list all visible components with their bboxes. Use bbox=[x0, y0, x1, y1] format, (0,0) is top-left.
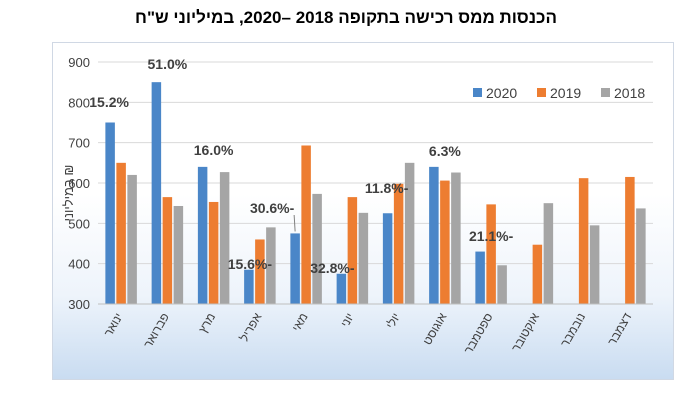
bar-2018 bbox=[589, 225, 600, 304]
y-tick-label: 400 bbox=[68, 257, 90, 272]
bar-2020 bbox=[429, 166, 439, 304]
x-tick-label: דצמבר bbox=[605, 310, 635, 348]
bar-2018 bbox=[451, 172, 461, 304]
y-tick-label: 300 bbox=[68, 297, 90, 312]
x-tick-label: אוקטובר bbox=[509, 310, 542, 354]
x-tick-label: אוגוסט bbox=[420, 310, 450, 347]
y-tick-label: 900 bbox=[68, 55, 90, 70]
annotation-label: 16.0% bbox=[194, 142, 234, 158]
x-tick-label: מאי bbox=[289, 311, 311, 334]
bar-2018 bbox=[266, 227, 276, 304]
y-tick-label: 800 bbox=[68, 95, 90, 110]
bar-2020 bbox=[151, 82, 162, 304]
x-tick-label: פברואר bbox=[141, 311, 172, 351]
x-tick-label: ינואר bbox=[101, 311, 126, 340]
bar-2018 bbox=[543, 203, 554, 304]
bar-2018 bbox=[497, 265, 507, 304]
chart-title: הכנסות ממס רכישה בתקופה 2018 –2020, במיל… bbox=[135, 8, 557, 27]
bar-chart: במיליוני ₪ 300 400 500 600 700 800 900 ינואר פבר… bbox=[61, 55, 653, 356]
bar-2020 bbox=[244, 269, 254, 304]
bar-2019 bbox=[162, 197, 173, 304]
bar-2019 bbox=[347, 197, 358, 304]
annotation-label: 32.8%- bbox=[310, 260, 355, 276]
annotation-label: 11.8%- bbox=[365, 180, 409, 196]
bar-2019 bbox=[486, 204, 496, 304]
bar-2020 bbox=[475, 251, 485, 304]
legend-label: 2018 bbox=[614, 85, 645, 101]
x-tick-label: אפריל bbox=[237, 310, 265, 344]
annotation-label: 51.0% bbox=[148, 56, 188, 72]
bar-2020 bbox=[197, 166, 208, 304]
annotation-label: 30.6%- bbox=[250, 200, 295, 216]
annotation-leader bbox=[293, 214, 296, 232]
bar-2019 bbox=[116, 162, 126, 304]
bar-2020 bbox=[105, 122, 115, 304]
y-tick-label: 700 bbox=[68, 136, 90, 151]
bar-2018 bbox=[219, 172, 230, 304]
legend-swatch-2020 bbox=[473, 88, 482, 97]
bar-2020 bbox=[336, 273, 347, 304]
bar-2018 bbox=[636, 208, 646, 304]
bar-2019 bbox=[578, 178, 589, 304]
annotation-label: 15.2% bbox=[89, 94, 129, 110]
bar-2019 bbox=[301, 145, 311, 304]
annotation-label: 21.1%- bbox=[469, 228, 514, 244]
x-tick-label: מרץ bbox=[196, 311, 218, 336]
bar-2019 bbox=[208, 201, 219, 304]
x-tick-label: ספטמבר bbox=[461, 310, 496, 356]
annotation-label: 15.6%- bbox=[228, 256, 273, 272]
x-tick-label: יולי bbox=[383, 311, 403, 332]
bar-2018 bbox=[173, 205, 184, 304]
bar-2019 bbox=[625, 176, 635, 304]
bar-2018 bbox=[404, 162, 415, 304]
y-tick-label: 500 bbox=[68, 216, 90, 231]
legend-label: 2020 bbox=[486, 85, 517, 101]
bar-2020 bbox=[382, 213, 393, 304]
y-axis-label: במיליוני ₪ bbox=[61, 165, 76, 222]
bar-2020 bbox=[290, 233, 300, 304]
x-tick-label: נובמבר bbox=[558, 311, 589, 350]
bar-2019 bbox=[532, 244, 543, 304]
bar-2018 bbox=[358, 212, 369, 304]
legend-label: 2019 bbox=[550, 85, 581, 101]
x-tick-label: יוני bbox=[338, 311, 357, 330]
y-tick-label: 600 bbox=[68, 176, 90, 191]
bar-2019 bbox=[255, 239, 265, 304]
bar-2019 bbox=[440, 180, 450, 304]
chart-panel: במיליוני ₪ 300 400 500 600 700 800 900 ינואר פבר… bbox=[52, 42, 674, 380]
bar-2018 bbox=[312, 193, 322, 304]
legend-swatch-2019 bbox=[537, 88, 546, 97]
bar-2019 bbox=[393, 183, 404, 304]
bar-2018 bbox=[127, 174, 137, 304]
annotation-label: 6.3% bbox=[429, 143, 461, 159]
legend-swatch-2018 bbox=[601, 88, 610, 97]
